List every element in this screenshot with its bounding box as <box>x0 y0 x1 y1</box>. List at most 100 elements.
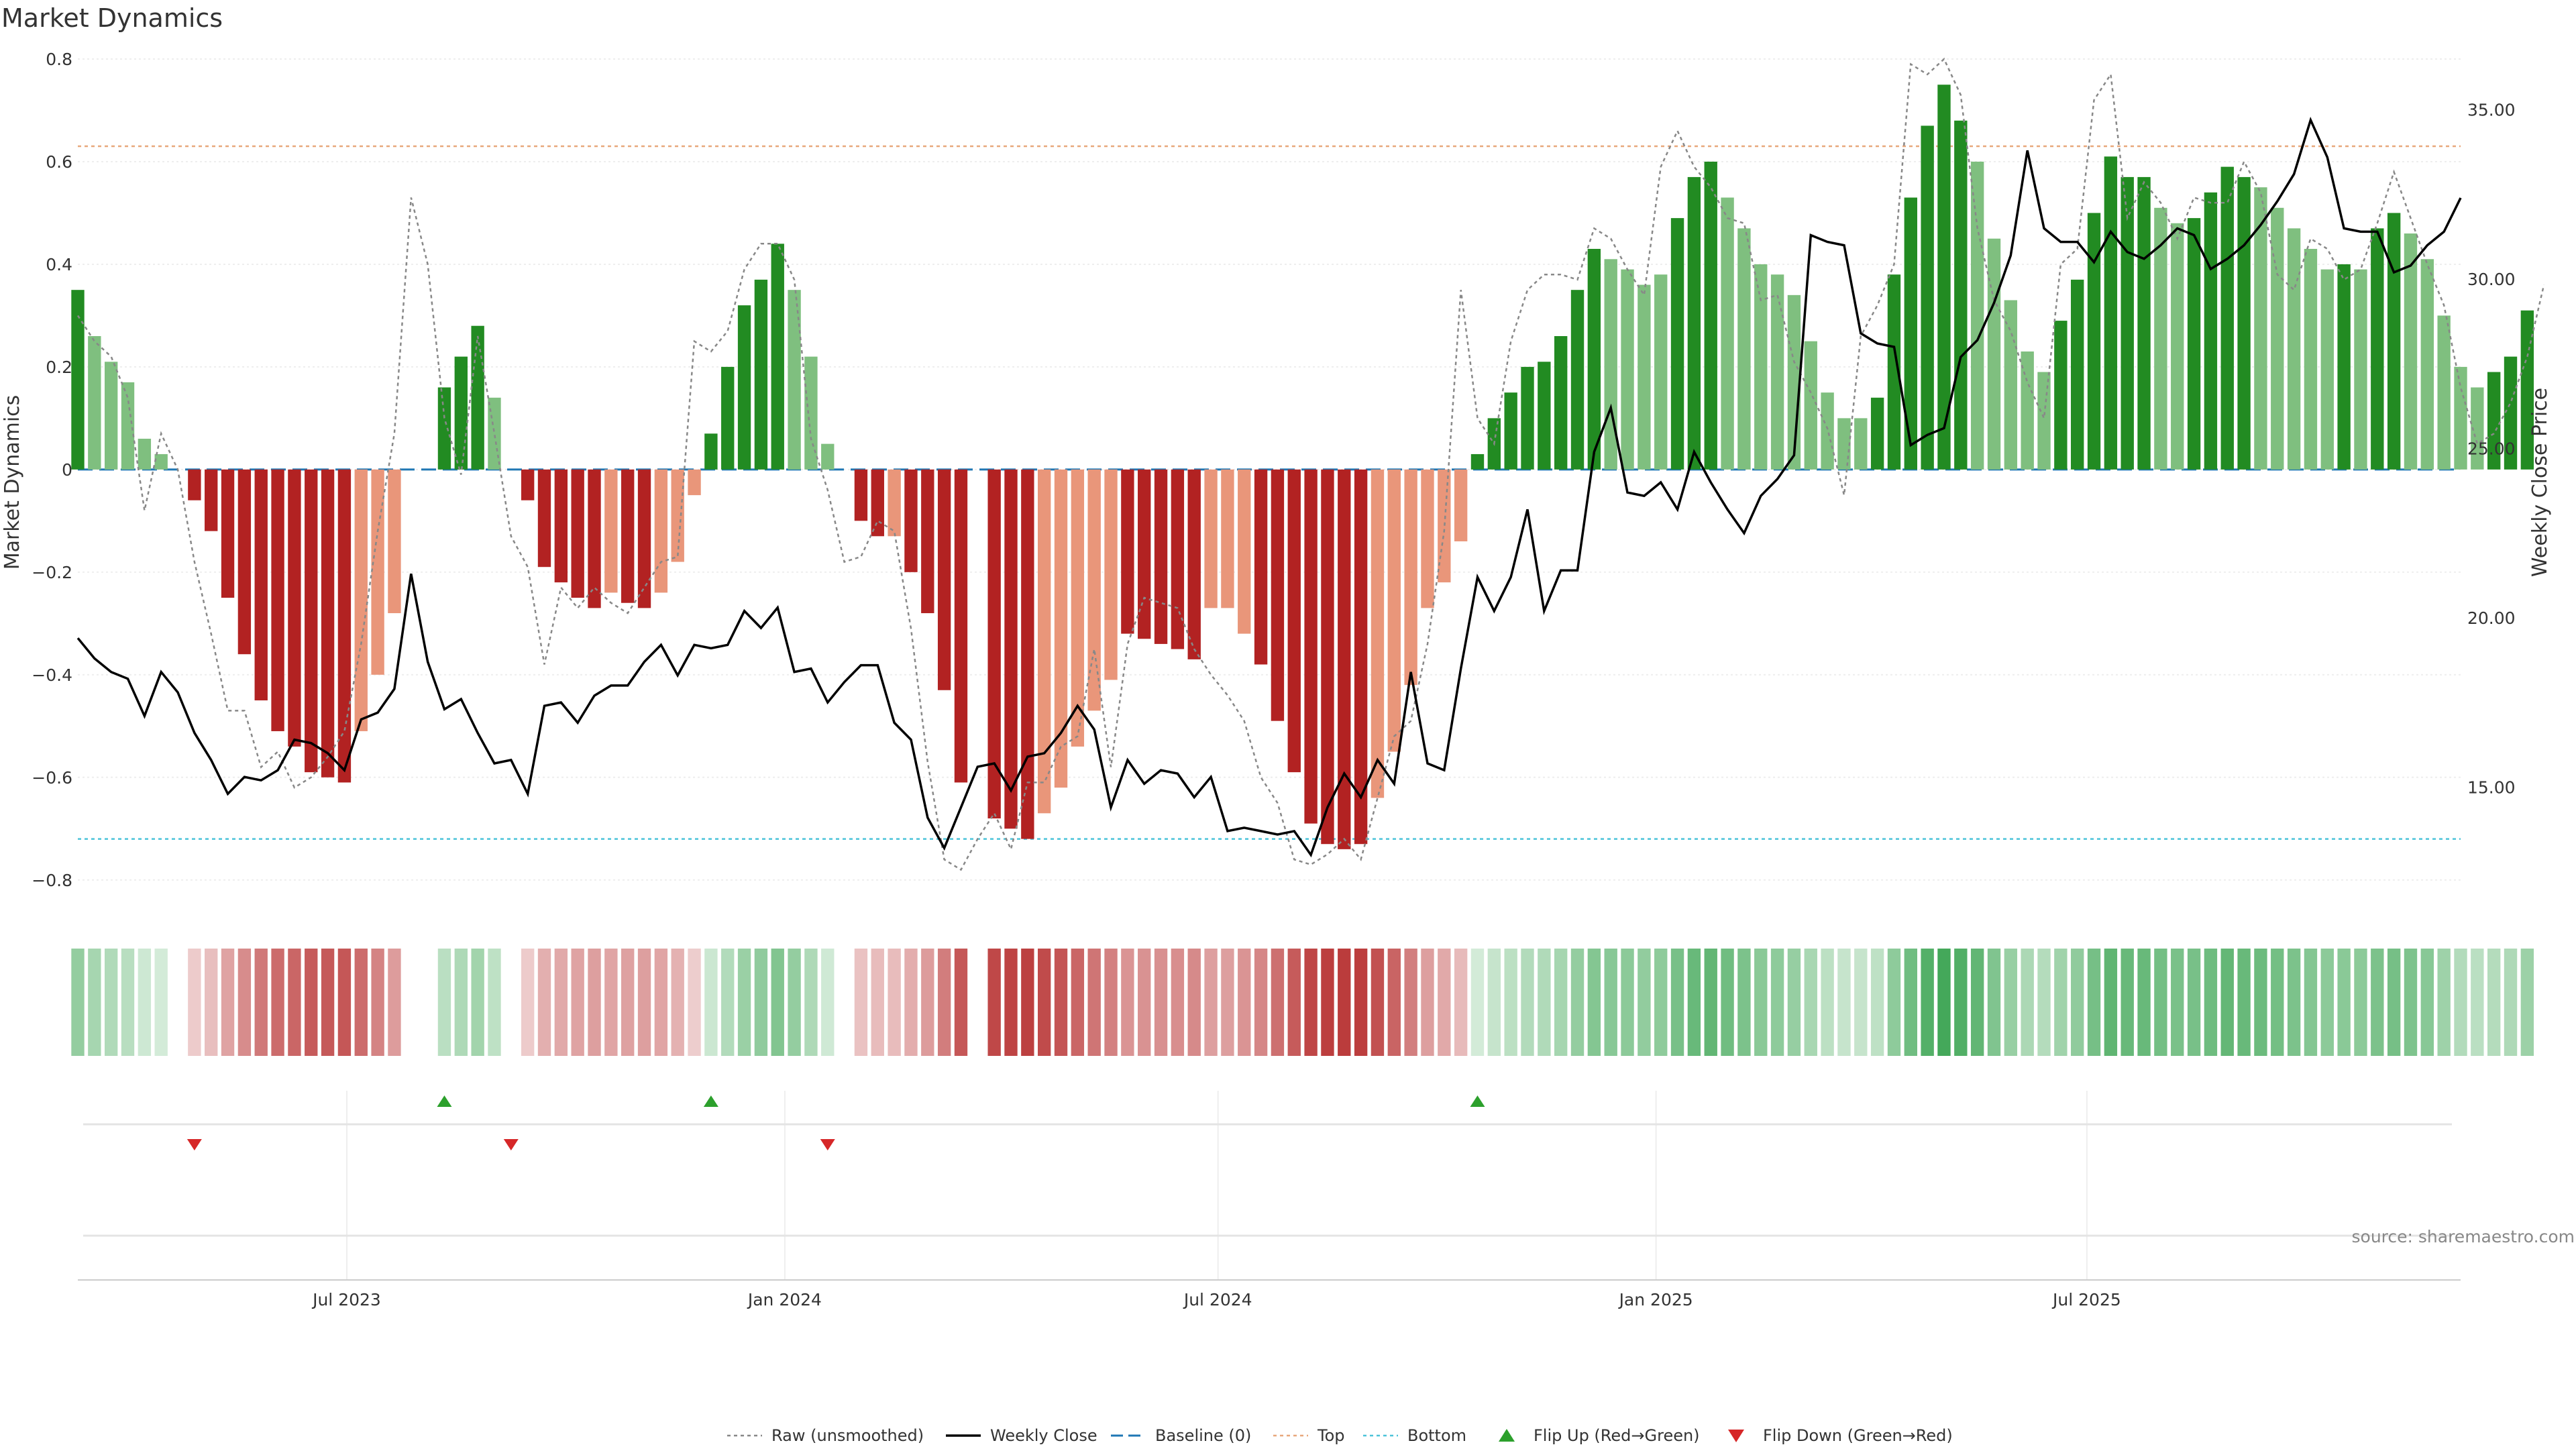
legend-label: Raw (unsmoothed) <box>771 1426 924 1445</box>
heat-strip-tile <box>2337 949 2351 1056</box>
dynamics-bar <box>2021 351 2034 470</box>
legend-swatch-flip-down <box>1728 1430 1744 1442</box>
dynamics-bar <box>71 290 85 470</box>
dynamics-bar <box>537 469 551 568</box>
heat-strip-tile <box>571 949 584 1056</box>
dynamics-bar <box>1737 228 1751 470</box>
heat-strip-tile <box>71 949 85 1056</box>
dynamics-bar <box>1987 238 2001 470</box>
heat-strip-tile <box>2437 949 2451 1056</box>
dynamics-bar <box>254 469 268 701</box>
dynamics-bar <box>471 325 484 470</box>
dynamics-bar <box>1338 469 1351 849</box>
heat-strip <box>71 949 2534 1056</box>
dynamics-bar <box>1438 469 1451 583</box>
legend-label: Flip Down (Green→Red) <box>1763 1426 1953 1445</box>
dynamics-bar <box>1104 469 1118 680</box>
heat-strip-tile <box>1887 949 1901 1056</box>
heat-strip-tile <box>688 949 701 1056</box>
dynamics-bar <box>1621 269 1634 470</box>
heat-strip-tile <box>554 949 568 1056</box>
dynamics-bar <box>1921 125 1934 470</box>
dynamics-bar <box>721 366 735 470</box>
heat-strip-tile <box>254 949 268 1056</box>
y-tick-label-right: 35.00 <box>2467 101 2516 120</box>
dynamics-bar <box>305 469 318 773</box>
flip-up-marker <box>1470 1095 1485 1107</box>
heat-strip-tile <box>1087 949 1101 1056</box>
heat-strip-tile <box>637 949 651 1056</box>
dynamics-bar <box>1154 469 1168 644</box>
dynamics-bar <box>2504 356 2518 470</box>
heat-strip-tile <box>1021 949 1034 1056</box>
dynamics-bar <box>1138 469 1151 639</box>
heat-strip-tile <box>1754 949 1768 1056</box>
heat-strip-tile <box>2237 949 2251 1056</box>
dynamics-bar <box>1204 469 1218 608</box>
dynamics-bar <box>804 356 818 470</box>
y-tick-label-left: −0.4 <box>32 665 72 685</box>
heat-strip-tile <box>337 949 352 1056</box>
heat-strip-tile <box>821 949 835 1056</box>
chart-title: Market Dynamics <box>1 3 223 33</box>
heat-strip-tile <box>488 949 501 1056</box>
heat-strip-tile <box>1171 949 1185 1056</box>
heat-strip-tile <box>1221 949 1234 1056</box>
dynamics-bar <box>2320 269 2334 470</box>
y-tick-label-left: 0.2 <box>46 358 72 377</box>
dynamics-bar <box>737 305 751 470</box>
heat-strip-tile <box>1970 949 1984 1056</box>
dynamics-bar <box>2271 207 2284 470</box>
dynamics-bar <box>821 443 835 470</box>
heat-strip-tile <box>205 949 218 1056</box>
heat-strip-tile <box>1054 949 1068 1056</box>
dynamics-bar <box>754 279 768 470</box>
heat-strip-tile <box>154 949 168 1056</box>
dynamics-bar <box>1804 341 1817 470</box>
heat-strip-tile <box>1204 949 1218 1056</box>
dynamics-bar <box>2237 176 2251 470</box>
heat-strip-tile <box>1737 949 1751 1056</box>
x-tick-label: Jul 2023 <box>311 1290 381 1309</box>
dynamics-bar <box>2004 300 2018 470</box>
heat-strip-tile <box>371 949 384 1056</box>
heat-strip-tile <box>1804 949 1817 1056</box>
heat-strip-tile <box>1254 949 1268 1056</box>
heat-strip-tile <box>1404 949 1417 1056</box>
heat-strip-tile <box>737 949 751 1056</box>
heat-strip-tile <box>104 949 118 1056</box>
heat-strip-tile <box>2071 949 2084 1056</box>
dynamics-bar <box>888 469 901 537</box>
dynamics-bar <box>2304 248 2318 470</box>
heat-strip-tile <box>1421 949 1434 1056</box>
dynamics-bar <box>1638 284 1651 470</box>
dynamics-bar <box>1854 418 1868 470</box>
heat-strip-tile <box>1438 949 1451 1056</box>
y-tick-label-left: −0.2 <box>32 563 72 582</box>
y-tick-label-left: −0.6 <box>32 768 72 788</box>
heat-strip-tile <box>654 949 668 1056</box>
heat-strip-tile <box>2420 949 2434 1056</box>
heat-strip-tile <box>1604 949 1617 1056</box>
legend-label: Weekly Close <box>990 1426 1097 1445</box>
dynamics-bar <box>205 469 218 531</box>
dynamics-bar <box>1687 176 1701 470</box>
dynamics-bar <box>1087 469 1101 711</box>
x-tick-label: Jan 2024 <box>747 1290 822 1309</box>
dynamics-bar <box>121 382 135 470</box>
axes: 0.8 0.6 0.4 0.2 0 −0.2 −0.4 −0.6 −0.8 35.00 30.00 2… <box>32 50 2515 1309</box>
dynamics-bar <box>2337 264 2351 470</box>
dynamics-bar <box>1821 392 1834 470</box>
dynamics-bar <box>654 469 668 593</box>
dynamics-bar <box>1287 469 1301 773</box>
dynamics-bar <box>1171 469 1185 649</box>
heat-strip-tile <box>2320 949 2334 1056</box>
dynamics-bar <box>388 469 401 614</box>
dynamics-bar <box>1221 469 1234 608</box>
heat-strip-tile <box>271 949 284 1056</box>
heat-strip-tile <box>1521 949 1534 1056</box>
heat-strip-tile <box>388 949 401 1056</box>
dynamics-bar <box>2071 279 2084 470</box>
dynamics-bar <box>871 469 884 537</box>
